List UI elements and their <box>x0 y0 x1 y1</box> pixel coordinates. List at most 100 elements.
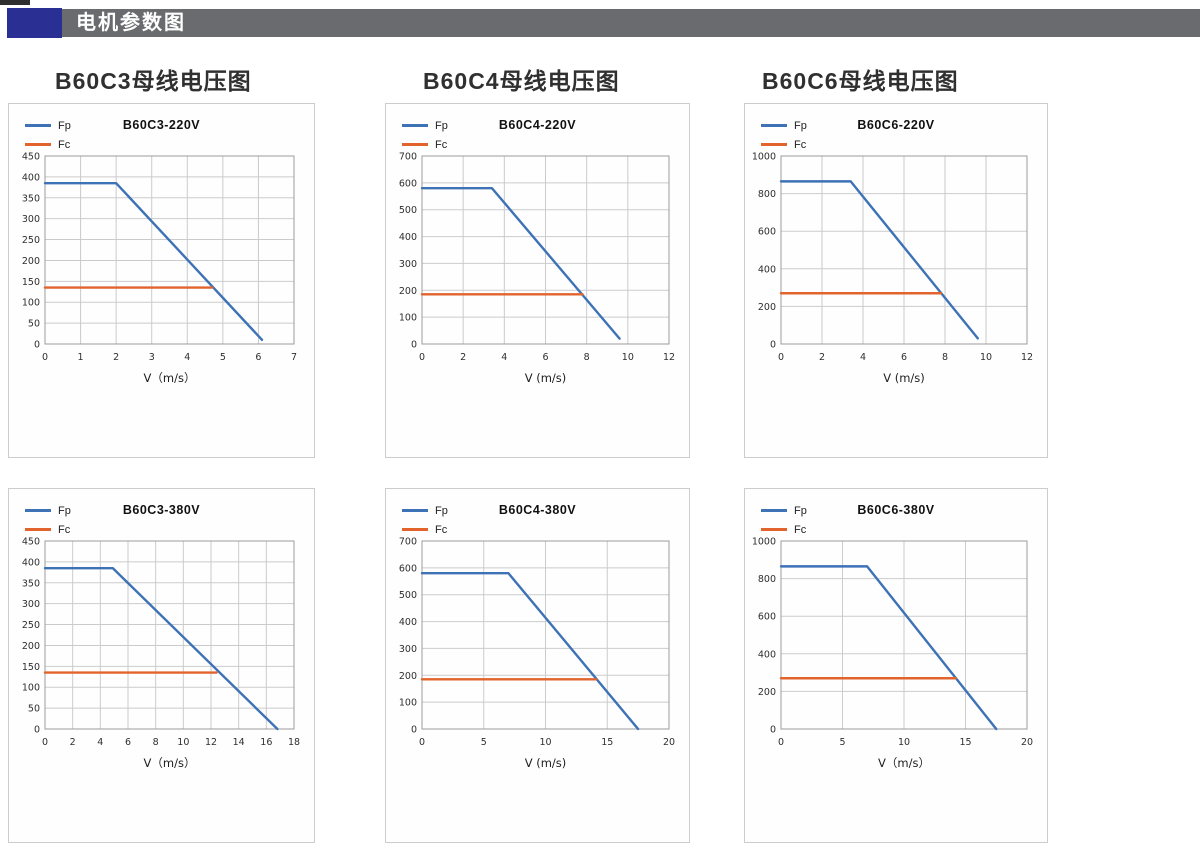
legend-item-fp: Fp <box>25 116 71 135</box>
svg-text:500: 500 <box>399 205 417 216</box>
svg-text:100: 100 <box>399 313 417 324</box>
chart-canvas-b60c6-380v: 0 200 400 600 800 1000 0 5 10 15 20 V（m/s） <box>751 533 1041 781</box>
svg-text:1000: 1000 <box>752 537 776 548</box>
chart-legend: Fp Fc <box>761 501 807 539</box>
series-line-fp <box>420 187 621 340</box>
svg-text:2: 2 <box>460 352 466 363</box>
x-tick-labels: 0 5 10 15 20 <box>419 737 675 748</box>
svg-text:0: 0 <box>42 737 48 748</box>
chart-canvas-b60c3-380v: 0 50 100 150 200 250 300 350 400 450 0 2 4 6 8 10 12 14 16… <box>15 533 308 781</box>
svg-text:18: 18 <box>288 737 300 748</box>
svg-text:4: 4 <box>184 352 190 363</box>
series-line-fp <box>43 181 264 342</box>
plot-border <box>44 540 295 730</box>
chart-legend: Fp Fc <box>761 116 807 154</box>
y-tick-labels: 0 100 200 300 400 500 600 700 <box>399 537 417 736</box>
svg-text:350: 350 <box>22 193 40 204</box>
svg-text:12: 12 <box>1021 352 1033 363</box>
chart-title: B60C4-220V <box>498 118 577 132</box>
fc-line-swatch <box>25 528 51 531</box>
plot-border <box>421 540 670 730</box>
fc-line-swatch <box>25 143 51 146</box>
fp-line-swatch <box>402 509 428 512</box>
chart-legend: Fp Fc <box>25 501 71 539</box>
plot-border <box>780 540 1028 730</box>
svg-text:6: 6 <box>125 737 131 748</box>
chart-canvas-b60c3-220v: 0 50 100 150 200 250 300 350 400 450 0 1 2 3 4 5 6 7 V（m/s… <box>15 148 308 396</box>
legend-label-fc: Fc <box>435 523 448 536</box>
svg-text:100: 100 <box>22 298 40 309</box>
x-axis-title: V (m/s) <box>525 371 567 385</box>
svg-text:600: 600 <box>758 612 776 623</box>
legend-label-fp: Fp <box>794 504 807 517</box>
x-tick-labels: 0 1 2 3 4 5 6 7 <box>42 352 297 363</box>
svg-text:8: 8 <box>584 352 590 363</box>
fp-line-swatch <box>402 124 428 127</box>
series-line-fp <box>779 180 980 340</box>
svg-text:300: 300 <box>399 259 417 270</box>
svg-text:150: 150 <box>22 277 40 288</box>
section-title: 电机参数图 <box>76 12 186 34</box>
svg-text:100: 100 <box>399 698 417 709</box>
fp-line-swatch <box>25 509 51 512</box>
svg-text:6: 6 <box>542 352 548 363</box>
svg-text:0: 0 <box>411 340 417 351</box>
svg-text:5: 5 <box>839 737 845 748</box>
column-title-b60c6: B60C6母线电压图 <box>762 68 959 94</box>
x-tick-labels: 0 2 4 6 8 10 12 14 16 18 <box>42 737 300 748</box>
svg-text:450: 450 <box>22 537 40 548</box>
svg-text:700: 700 <box>399 537 417 548</box>
legend-item-fc: Fc <box>402 135 448 154</box>
chart-title: B60C3-220V <box>122 118 201 132</box>
plot-border <box>44 155 295 345</box>
gridlines <box>780 540 1028 730</box>
fp-line-swatch <box>25 124 51 127</box>
fc-line-swatch <box>402 143 428 146</box>
gridlines <box>421 540 670 730</box>
svg-text:400: 400 <box>399 232 417 243</box>
x-tick-labels: 0 2 4 6 8 10 12 <box>778 352 1033 363</box>
svg-text:4: 4 <box>501 352 507 363</box>
svg-text:7: 7 <box>291 352 297 363</box>
y-tick-labels: 0 50 100 150 200 250 300 350 400 450 <box>22 537 40 736</box>
svg-text:0: 0 <box>42 352 48 363</box>
svg-text:0: 0 <box>419 737 425 748</box>
svg-text:300: 300 <box>399 644 417 655</box>
svg-text:0: 0 <box>770 725 776 736</box>
svg-text:150: 150 <box>22 662 40 673</box>
chart-canvas-b60c4-220v: 0 100 200 300 400 500 600 700 0 2 4 6 8 10 12 V (m/s) <box>392 148 683 396</box>
chart-panel-b60c4-380v: Fp Fc B60C4-380V 0 100 200 300 400 500 600 700 0… <box>385 488 690 843</box>
svg-text:0: 0 <box>34 340 40 351</box>
svg-text:500: 500 <box>399 590 417 601</box>
svg-text:200: 200 <box>22 256 40 267</box>
chart-canvas-b60c4-380v: 0 100 200 300 400 500 600 700 0 5 10 15 20 V (m/s) <box>392 533 683 781</box>
svg-text:600: 600 <box>399 563 417 574</box>
y-tick-labels: 0 200 400 600 800 1000 <box>752 152 776 351</box>
svg-text:200: 200 <box>758 687 776 698</box>
series-line-fp <box>420 572 640 731</box>
chart-svg: 0 50 100 150 200 250 300 350 400 450 0 1 2 3 4 5 6 7 V（m/s… <box>22 152 297 386</box>
legend-item-fp: Fp <box>25 501 71 520</box>
svg-text:0: 0 <box>778 737 784 748</box>
section-header-bar: 电机参数图 <box>62 9 1200 37</box>
svg-text:6: 6 <box>901 352 907 363</box>
svg-text:100: 100 <box>22 683 40 694</box>
chart-svg: 0 50 100 150 200 250 300 350 400 450 0 2 4 6 8 10 12 14 16… <box>22 537 300 771</box>
svg-text:0: 0 <box>770 340 776 351</box>
legend-item-fc: Fc <box>25 520 71 539</box>
svg-text:400: 400 <box>22 557 40 568</box>
column-title-b60c3: B60C3母线电压图 <box>55 68 252 94</box>
svg-text:15: 15 <box>601 737 613 748</box>
svg-text:400: 400 <box>758 649 776 660</box>
svg-text:4: 4 <box>97 737 103 748</box>
svg-text:5: 5 <box>481 737 487 748</box>
chart-panel-b60c4-220v: Fp Fc B60C4-220V 0 100 200 300 400 500 600 700 0… <box>385 103 690 458</box>
fc-line-swatch <box>761 528 787 531</box>
legend-label-fp: Fp <box>435 504 448 517</box>
fc-line-swatch <box>402 528 428 531</box>
plot-border <box>780 155 1028 345</box>
legend-label-fc: Fc <box>435 138 448 151</box>
chart-panel-b60c3-220v: Fp Fc B60C3-220V 0 50 100 150 200 250 300 350 40… <box>8 103 315 458</box>
svg-text:2: 2 <box>819 352 825 363</box>
y-tick-labels: 0 100 200 300 400 500 600 700 <box>399 152 417 351</box>
